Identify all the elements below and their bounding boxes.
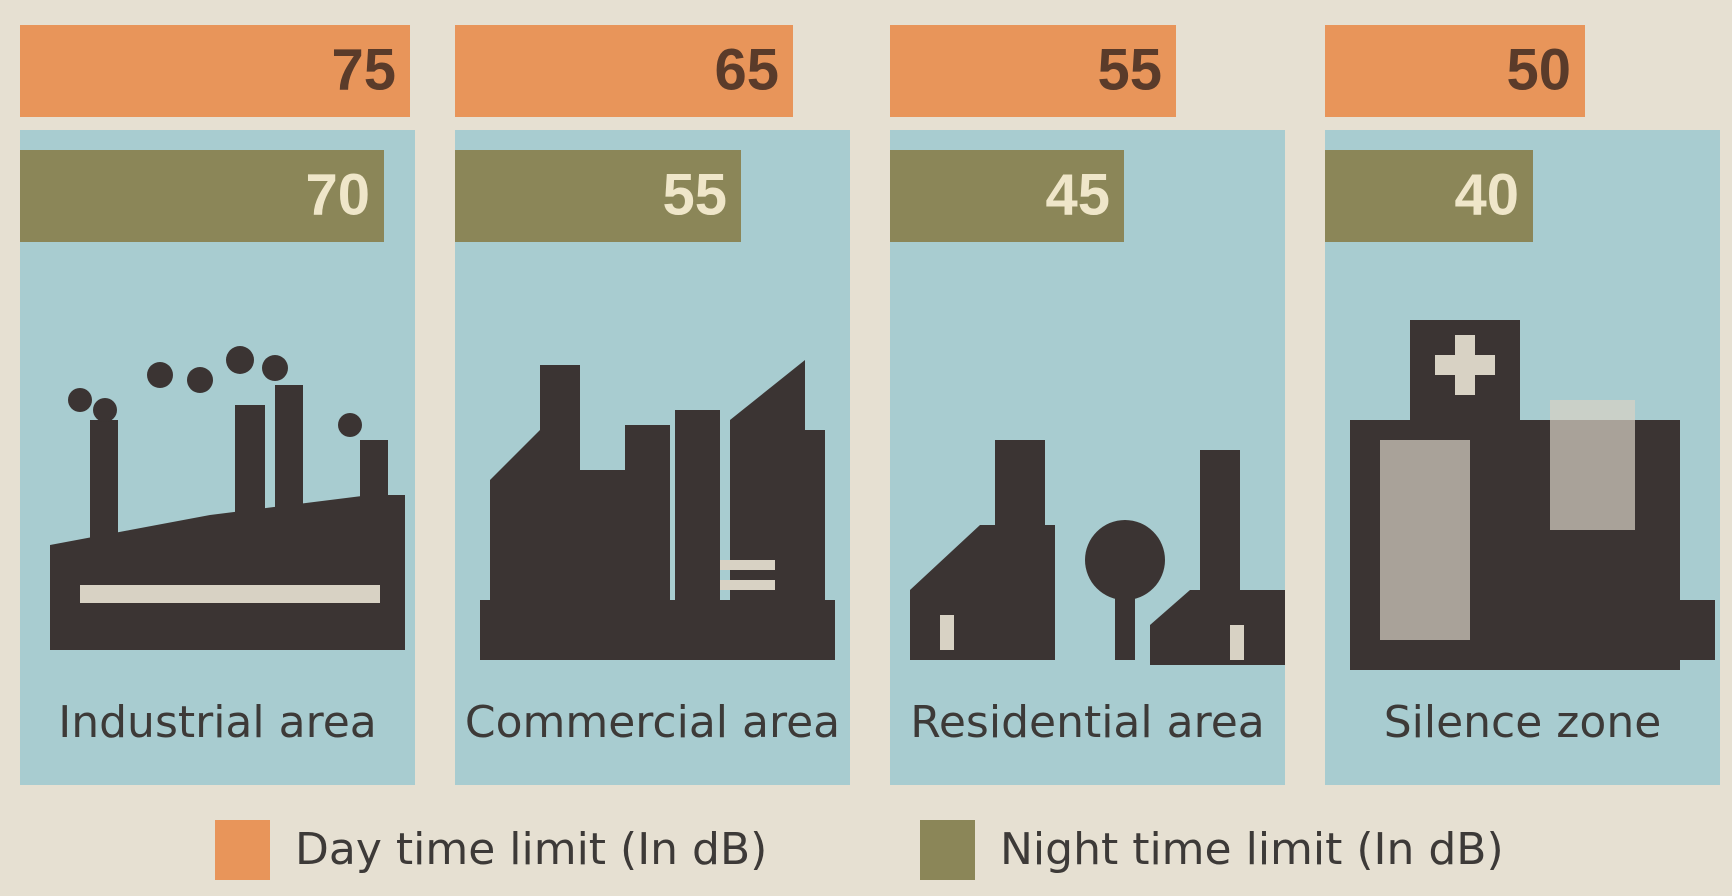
value-label: 75 — [331, 37, 396, 102]
icon-shape — [235, 405, 265, 545]
legend-label: Night time limit (In dB) — [1000, 824, 1504, 875]
icon-shape — [540, 365, 580, 605]
value-label: 70 — [305, 162, 370, 227]
icon-shape — [480, 600, 835, 660]
category-label: Industrial area — [58, 697, 376, 748]
legend-label: Day time limit (In dB) — [295, 824, 767, 875]
value-label: 65 — [714, 37, 779, 102]
value-label: 50 — [1506, 37, 1571, 102]
icon-shape — [90, 420, 118, 550]
value-label: 45 — [1045, 162, 1110, 227]
icon-shape — [338, 413, 362, 437]
icon-window — [720, 560, 775, 570]
icon-shape — [625, 425, 670, 605]
icon-window — [80, 585, 380, 603]
icon-shape — [262, 355, 288, 381]
category-label: Commercial area — [465, 697, 840, 748]
legend-swatch — [215, 820, 270, 880]
icon-window — [1435, 355, 1495, 375]
icon-shape — [360, 440, 388, 545]
icon-shape — [68, 388, 92, 412]
icon-shape — [275, 385, 303, 545]
legend-swatch — [920, 820, 975, 880]
icon-shape — [805, 430, 825, 605]
category-label: Silence zone — [1384, 697, 1662, 748]
icon-shape — [187, 367, 213, 393]
value-label: 55 — [1097, 37, 1162, 102]
icon-shape — [1115, 580, 1135, 660]
icon-window — [1550, 400, 1635, 530]
icon-window — [1230, 625, 1244, 660]
icon-shape — [226, 346, 254, 374]
icon-shape — [995, 440, 1045, 660]
icon-shape — [675, 410, 720, 605]
icon-window — [1380, 440, 1470, 640]
icon-shape — [147, 362, 173, 388]
icon-shape — [1590, 600, 1715, 660]
value-label: 40 — [1454, 162, 1519, 227]
icon-shape — [93, 398, 117, 422]
icon-shape — [580, 470, 630, 605]
value-label: 55 — [662, 162, 727, 227]
chart: 75 70 65 55 55 45 50 40 — [0, 0, 1732, 896]
category-label: Residential area — [910, 697, 1264, 748]
icon-window — [720, 580, 775, 590]
icon-window — [940, 615, 954, 650]
